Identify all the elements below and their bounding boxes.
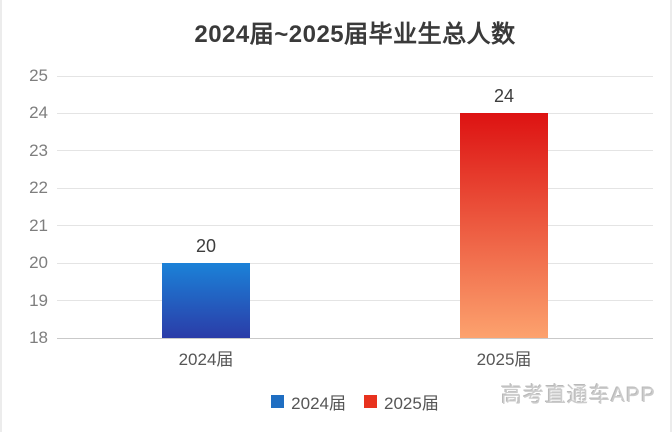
gridline bbox=[57, 225, 653, 227]
y-tick-label: 22 bbox=[29, 178, 48, 198]
plot-area: 20 24 bbox=[57, 75, 653, 339]
y-tick-label: 25 bbox=[29, 66, 48, 85]
x-axis-category-label: 2025届 bbox=[476, 350, 532, 369]
gridline bbox=[57, 75, 653, 77]
legend-item-2024届: 2024届 bbox=[271, 389, 346, 414]
gridline bbox=[57, 337, 653, 339]
bar-2025届 bbox=[460, 113, 548, 338]
bar-value-label: 24 bbox=[493, 86, 515, 107]
y-tick-label: 18 bbox=[29, 328, 48, 347]
legend-item-2025届: 2025届 bbox=[364, 389, 439, 414]
legend-label: 2025届 bbox=[384, 394, 439, 413]
bar-value-label: 20 bbox=[195, 236, 217, 257]
y-tick-label: 24 bbox=[29, 103, 48, 123]
legend-swatch-icon bbox=[364, 395, 377, 408]
gridline bbox=[57, 187, 653, 189]
bar-2024届 bbox=[162, 263, 250, 338]
y-tick-label: 19 bbox=[29, 290, 48, 310]
gridline bbox=[57, 150, 653, 152]
gridline bbox=[57, 262, 653, 264]
watermark-text: 高考直通车APP bbox=[500, 384, 656, 407]
y-tick-label: 21 bbox=[29, 215, 48, 235]
chart-title: 2024届~2025届毕业生总人数 bbox=[194, 21, 516, 48]
x-axis-category-label: 2024届 bbox=[178, 350, 234, 369]
legend-label: 2024届 bbox=[291, 394, 346, 413]
legend-swatch-icon bbox=[271, 395, 285, 408]
y-tick-label: 20 bbox=[29, 253, 48, 273]
gridline bbox=[57, 300, 653, 302]
y-tick-label: 23 bbox=[29, 140, 48, 160]
gridline bbox=[57, 112, 653, 114]
chart-legend: 2024届 2025届 bbox=[57, 389, 653, 414]
